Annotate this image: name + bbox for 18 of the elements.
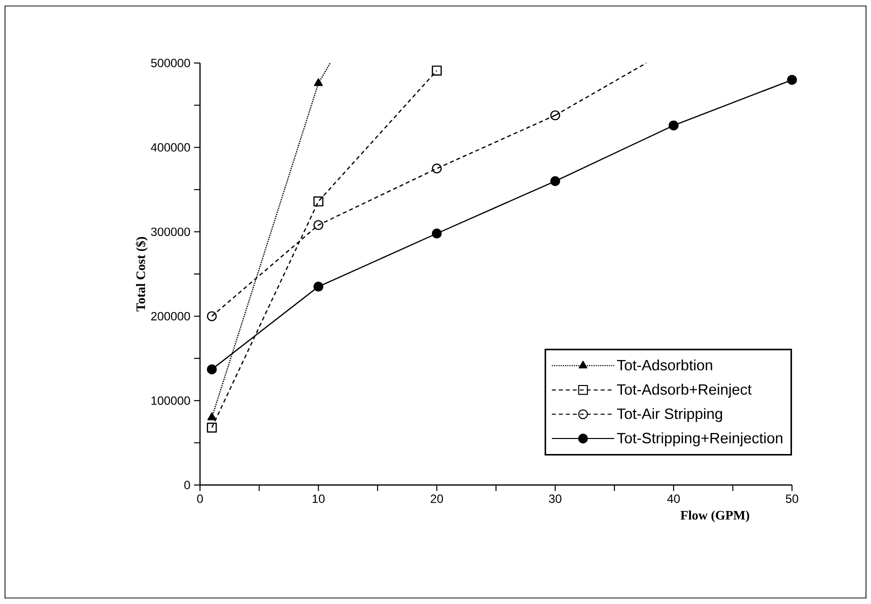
legend-label: Tot-Adsorb+Reinject: [617, 384, 752, 398]
y-tick-label: 400000: [150, 143, 190, 152]
y-tick-label: 200000: [151, 312, 190, 320]
y-tick-label: 300000: [151, 228, 190, 236]
x-tick-label: 20: [430, 494, 443, 503]
y-tick-label: 0: [184, 480, 190, 490]
y-tick-label: 100000: [151, 396, 190, 405]
x-tick-label: 40: [667, 494, 680, 503]
x-tick-label: 30: [549, 494, 562, 503]
x-tick-label: 0: [197, 494, 203, 503]
legend-label: Tot-Stripping+Reinjection: [617, 432, 782, 446]
legend-label: Tot-Adsorbtion: [617, 359, 712, 370]
x-axis-title: Flow (GPM): [680, 510, 750, 522]
legend-label: Tot-Air Stripping: [617, 408, 722, 422]
x-tick-label: 50: [786, 494, 798, 503]
y-axis-title: Total Cost ($): [136, 237, 148, 312]
y-tick-label: 500000: [151, 58, 190, 68]
x-tick-label: 10: [312, 494, 325, 503]
